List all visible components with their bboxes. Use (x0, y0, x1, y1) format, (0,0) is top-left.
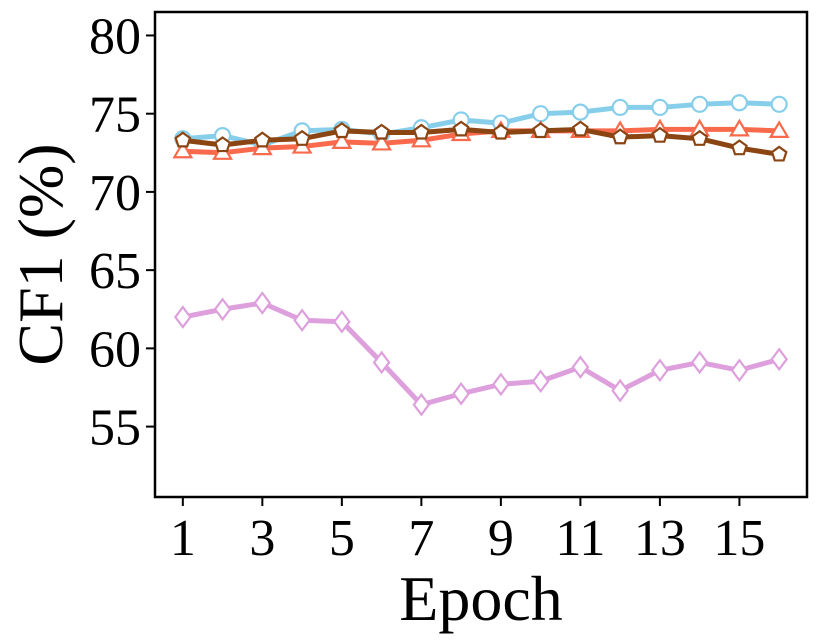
data-point (532, 122, 550, 139)
x-tick-label: 13 (634, 510, 686, 567)
data-point (373, 123, 391, 140)
data-point (174, 131, 192, 148)
data-point (611, 128, 629, 145)
plot-frame (153, 10, 809, 499)
data-point (768, 120, 790, 139)
data-point (293, 308, 311, 333)
data-point (213, 297, 232, 322)
data-point (492, 123, 510, 140)
data-point (172, 140, 194, 159)
series-line (180, 126, 782, 157)
y-tick-label: 80 (89, 8, 141, 65)
data-point (372, 350, 391, 375)
data-point (571, 355, 590, 379)
data-point (691, 129, 709, 146)
data-point (214, 136, 232, 153)
data-point (333, 122, 351, 139)
data-point (770, 95, 788, 113)
y-tick-label: 55 (89, 400, 141, 457)
data-point (253, 131, 271, 148)
data-point (691, 95, 709, 113)
data-point (331, 131, 353, 149)
x-tick-label: 1 (170, 510, 196, 567)
data-point (492, 372, 510, 397)
series-3 (174, 120, 788, 162)
data-point (730, 139, 748, 156)
data-point (611, 98, 629, 117)
plot-series (172, 94, 790, 417)
x-tick-label: 9 (488, 510, 514, 567)
series-4 (173, 291, 789, 417)
data-point (293, 129, 311, 146)
x-tick-label: 15 (713, 510, 765, 567)
x-axis-title: Epoch (399, 563, 563, 634)
y-tick-label: 65 (89, 243, 141, 300)
data-point (452, 381, 470, 406)
x-tick-label: 3 (249, 510, 275, 567)
data-point (412, 123, 430, 140)
data-point (651, 358, 669, 383)
data-point (332, 309, 351, 334)
y-axis-title: CF1 (%) (5, 143, 76, 365)
y-tick-label: 70 (89, 165, 141, 222)
data-point (690, 350, 709, 375)
data-point (412, 392, 431, 417)
x-tick-label: 11 (555, 510, 605, 567)
data-point (173, 305, 192, 329)
data-point (651, 98, 669, 117)
data-point (531, 369, 550, 394)
series-line (180, 300, 782, 408)
data-point (730, 94, 749, 112)
y-tick-label: 75 (89, 87, 141, 144)
data-point (371, 132, 393, 151)
data-point (611, 378, 630, 403)
data-point (651, 126, 669, 143)
y-tick-label: 60 (89, 321, 141, 378)
x-tick-label: 7 (408, 510, 434, 567)
x-tick-label: 5 (329, 510, 355, 567)
data-point (571, 103, 589, 121)
x-axis-ticks: 1 3 5 7 9 11 13 15 (170, 497, 765, 567)
data-point (730, 358, 749, 383)
data-point (728, 118, 750, 137)
data-point (571, 120, 589, 137)
data-point (770, 347, 789, 372)
data-point (532, 105, 550, 123)
data-point (770, 145, 788, 162)
data-point (452, 120, 470, 137)
y-axis-ticks: 55 60 65 70 75 80 (89, 8, 155, 457)
data-point (253, 291, 272, 315)
